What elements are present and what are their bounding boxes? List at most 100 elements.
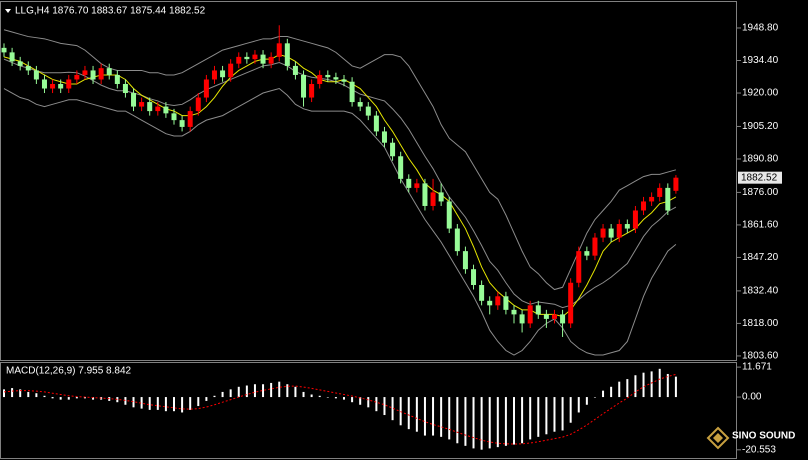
macd-bar [221,391,224,398]
macd-bar [156,397,159,410]
macd-bar [415,397,418,432]
macd-bar [367,397,370,408]
candle-body [268,56,274,64]
candle-body [608,228,614,238]
candle-body [471,269,477,286]
candle-body [576,251,582,283]
candle-body [25,65,31,71]
y-tick-label: 11.671 [742,362,772,373]
macd-bar [464,397,467,446]
macd-bar [593,397,596,398]
candle-body [632,210,638,229]
candle-body [341,79,347,82]
candle-body [90,70,96,80]
y-tick-label: 1847.20 [742,252,779,263]
macd-bar [278,381,281,398]
macd-bar [432,397,435,436]
candle-body [284,43,290,66]
macd-bar [181,397,184,413]
y-tick-label: 1832.40 [742,286,779,297]
current-price-label: 1882.52 [741,172,778,183]
macd-bar [650,371,653,398]
candle-body [333,77,339,80]
candle-body [390,142,396,157]
candle-body [325,74,331,78]
macd-panel-frame [0,362,737,459]
macd-bar [229,389,232,398]
candle-body [114,74,120,84]
macd-bar [92,397,95,400]
macd-bar [674,376,677,398]
macd-bar [610,386,613,398]
candle-body [220,70,226,78]
macd-bar [197,397,200,407]
candle-body [357,102,363,107]
macd-bar [618,381,621,398]
macd-bar [666,373,669,398]
macd-bar [513,397,515,445]
macd-bar [504,397,507,446]
macd-bar [286,384,289,398]
candle-body [163,106,169,114]
y-tick-label: 1876.00 [742,187,779,198]
y-tick-label: 1818.00 [742,318,779,329]
candle-body [462,251,468,270]
overlay-line [3,29,677,291]
macd-bar [43,395,46,398]
macd-bar [35,393,38,398]
candle-body [543,314,549,319]
candle-body [438,192,444,202]
y-tick-label: 1934.40 [742,55,779,66]
candle-body [244,56,250,60]
macd-bar [553,397,556,432]
candle-body [276,43,282,57]
candle-body [624,224,630,229]
candle-body [131,93,137,107]
macd-bar [173,397,175,412]
macd-bar [585,397,588,405]
y-tick-label: 1861.60 [742,220,779,231]
candle-body [479,285,485,301]
macd-bar [67,397,70,400]
logo-text: SINO SOUND [732,431,795,442]
macd-bar [148,397,151,410]
macd-bar [359,397,362,405]
macd-bar [262,384,265,398]
candle-body [657,187,663,197]
macd-bar [270,382,273,398]
candle-body [584,251,590,256]
y-tick-label: 1803.60 [742,351,779,362]
candle-body [155,106,161,112]
macd-bar [602,390,605,398]
macd-bar [423,397,426,436]
candle-body [649,196,655,202]
candle-body [309,83,315,98]
macd-bar [19,389,22,398]
macd-bar [391,397,394,421]
candle-body [487,300,493,306]
macd-bar [318,395,321,398]
macd-bar [569,397,572,423]
candle-body [616,224,622,238]
candle-body [560,314,566,324]
candle-body [187,111,193,127]
macd-bar [27,391,30,398]
macd-bar [132,397,135,408]
macd-bar [634,375,637,398]
macd-bar [407,397,410,430]
macd-bar [658,368,661,398]
macd-bar [302,391,305,398]
macd-bar [294,386,297,398]
candle-body [98,68,104,80]
candle-body [519,314,525,324]
y-tick-label: 1920.00 [742,88,779,99]
macd-bar [326,397,329,398]
candle-body [50,83,56,89]
macd-bar [334,397,337,399]
candle-body [139,102,145,107]
logo-icon-core [713,433,723,443]
macd-bar [213,395,216,398]
logo: SINO SOUND [706,426,795,450]
